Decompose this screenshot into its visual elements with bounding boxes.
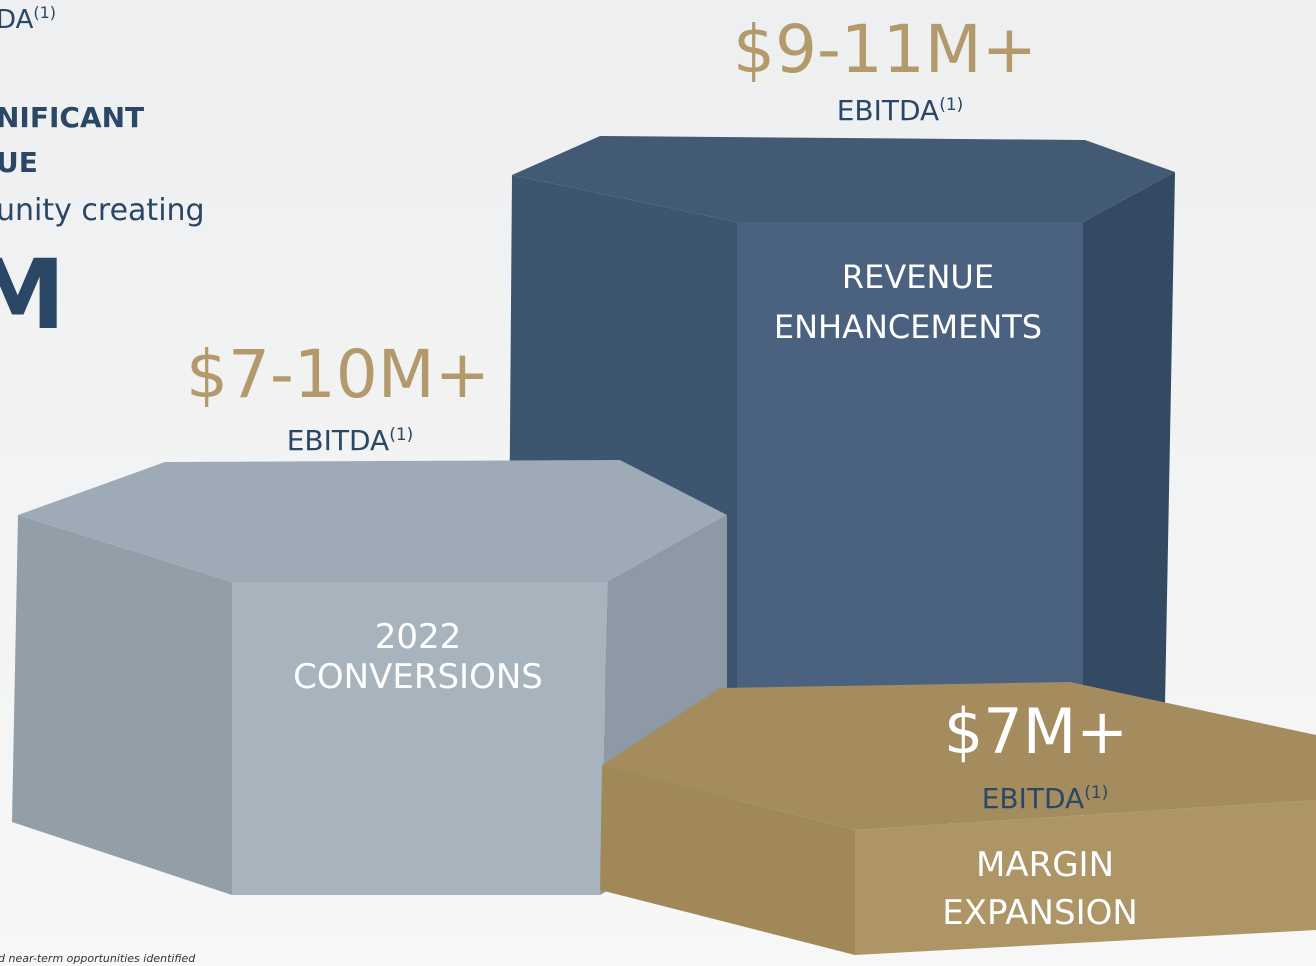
note: (1) [1084,783,1108,803]
label: EXPANSION [942,893,1138,933]
metric: EBITDA [287,424,389,457]
face [855,800,1316,955]
metric: EBITDA [982,782,1084,815]
note: (1) [389,425,413,445]
left-line: UE [0,146,38,179]
note: (1) [33,3,56,22]
face [737,222,1083,705]
face [512,136,1175,222]
face [18,460,727,582]
face [12,515,232,895]
label: ENHANCEMENTS [774,308,1042,346]
label: MARGIN [976,845,1114,885]
label: REVENUE [842,258,994,296]
left-text: DA [0,5,34,35]
label: 2022 [375,617,462,657]
metric-line: EBITDA(1) [982,782,1109,815]
footnote: d near-term opportunities identified [0,952,196,965]
gold-block [600,682,1316,955]
metric-line: EBITDA(1) [837,94,964,127]
amount: $7-10M+ [186,336,490,413]
left-line: DA(1) [0,3,56,35]
face [602,682,1316,830]
amount: $7M+ [944,695,1128,768]
face [600,765,855,955]
face [1083,172,1175,705]
face [232,582,608,895]
amount: $9-11M+ [733,11,1037,88]
left-line: unity creating [0,193,205,228]
label: CONVERSIONS [293,657,543,697]
note: (1) [939,95,963,115]
metric-line: EBITDA(1) [287,424,414,457]
left-line: NIFICANT [0,101,144,134]
left-big: M [0,239,66,351]
metric: EBITDA [837,94,939,127]
